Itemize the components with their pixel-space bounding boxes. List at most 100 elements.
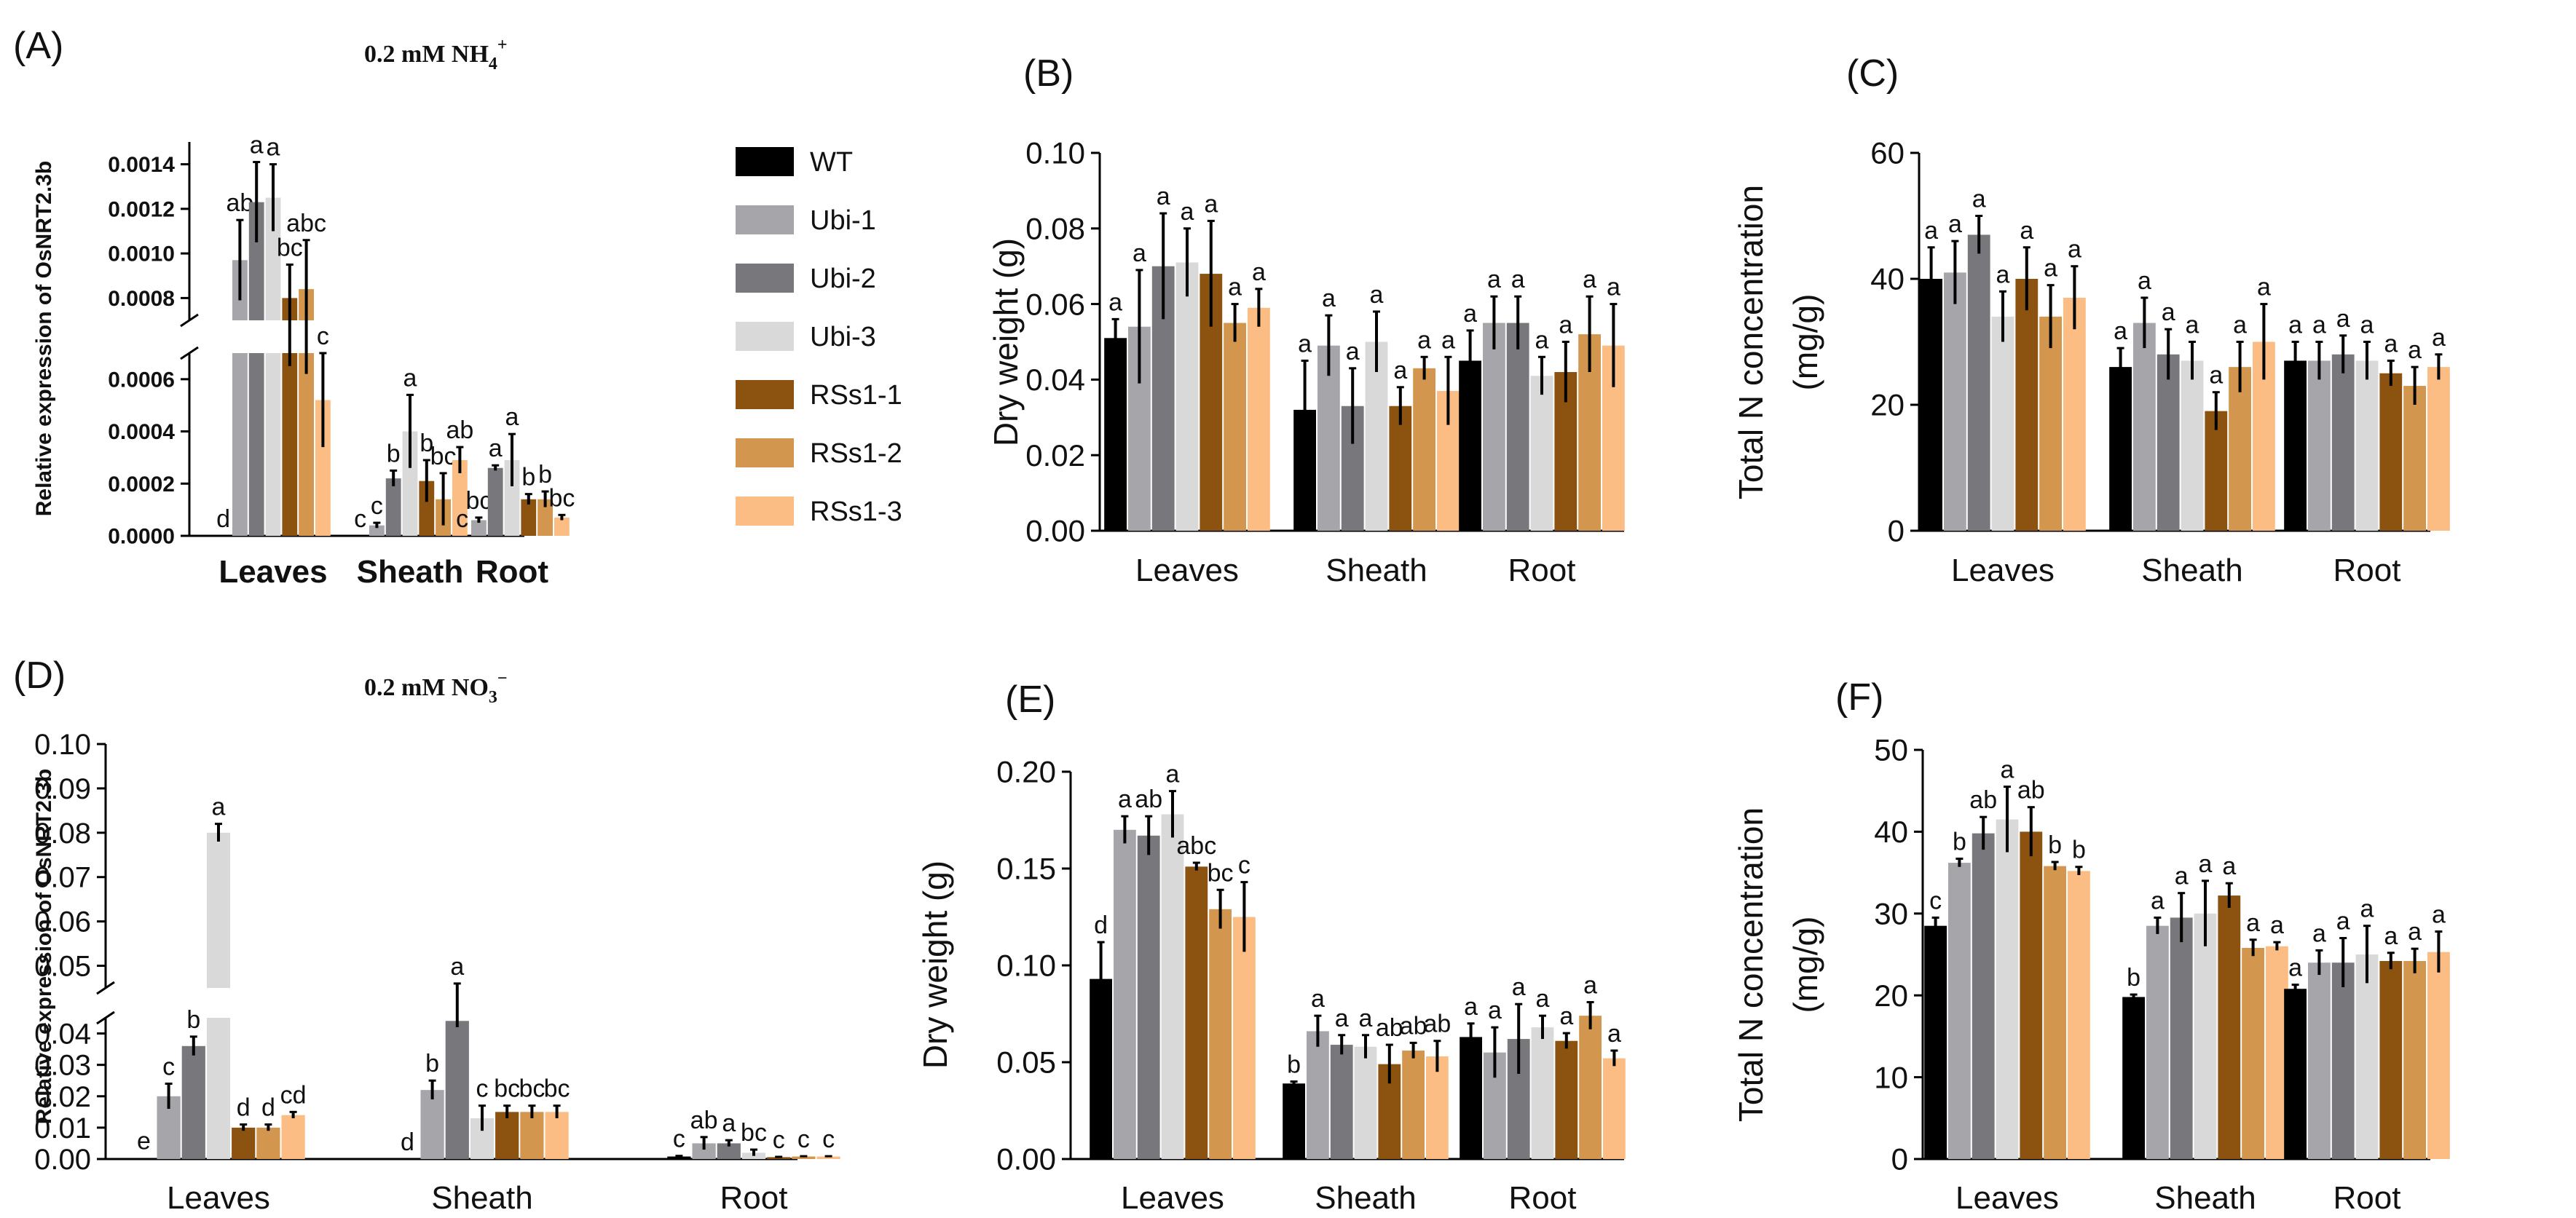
bar: [2284, 989, 2307, 1159]
significance-letter: e: [137, 1128, 151, 1155]
axis-break-mark: [180, 313, 199, 328]
significance-letter: ab: [690, 1107, 718, 1134]
bar: [1175, 262, 1199, 531]
y-tick-label: 0.09: [34, 773, 91, 805]
significance-letter: a: [1359, 1005, 1373, 1032]
bar: [2205, 411, 2228, 531]
significance-letter: c: [822, 1126, 835, 1153]
x-tick-label: Leaves: [218, 554, 327, 590]
y-axis-label: Dry weight (g): [987, 238, 1025, 446]
significance-letter: bc: [1208, 859, 1234, 887]
significance-letter: a: [1370, 281, 1384, 309]
bar: [2020, 831, 2043, 1159]
significance-letter: a: [2257, 274, 2271, 301]
legend-label: RSs1-1: [810, 380, 902, 411]
bar: [232, 1127, 256, 1159]
bar: [419, 481, 435, 536]
bar: [1531, 1027, 1554, 1159]
significance-letter: d: [401, 1128, 414, 1156]
significance-letter: a: [2288, 312, 2302, 339]
significance-letter: a: [1441, 326, 1455, 354]
bar: [2331, 354, 2355, 531]
axis-break-mark: [96, 1011, 115, 1025]
bar: [545, 1112, 569, 1159]
significance-letter: a: [1157, 183, 1170, 210]
significance-letter: c: [1238, 852, 1250, 879]
y-tick-label: 0.04: [1025, 363, 1085, 397]
significance-letter: a: [2233, 312, 2247, 339]
bar: [1579, 1016, 1602, 1159]
significance-letter: ab: [1969, 786, 1997, 814]
legend-swatch: [736, 497, 794, 526]
y-tick-label: 0.0004: [108, 420, 175, 444]
significance-letter: bc: [548, 484, 575, 512]
bar: [1530, 376, 1553, 531]
y-tick-label: 0.03: [34, 1050, 91, 1082]
legend-label: RSs1-3: [810, 497, 902, 527]
bar: [2379, 373, 2403, 531]
significance-letter: c: [797, 1126, 810, 1153]
bar: [792, 1156, 816, 1159]
bar: [767, 1157, 791, 1159]
y-axis-label: Total N concentration: [1732, 807, 1770, 1122]
x-tick-label: Leaves: [167, 1180, 270, 1216]
x-tick-label: Root: [2333, 1180, 2401, 1216]
legend-swatch: [736, 380, 794, 409]
bar: [369, 525, 385, 536]
significance-letter: c: [317, 323, 329, 350]
bar: [2015, 279, 2039, 531]
bar: [2427, 952, 2450, 1159]
bar: [667, 1156, 691, 1159]
x-tick-label: Sheath: [1315, 1180, 1416, 1216]
y-tick-label: 20: [1870, 388, 1905, 422]
bar: [206, 1018, 231, 1159]
bar: [520, 1112, 544, 1159]
y-tick-label: 0.05: [996, 1045, 1056, 1080]
significance-letter: a: [403, 364, 417, 392]
y-tick-label: 0.0000: [108, 525, 175, 549]
x-tick-label: Sheath: [357, 554, 464, 590]
significance-letter: a: [1228, 274, 1242, 301]
significance-letter: a: [2151, 887, 2165, 914]
bar: [181, 1045, 205, 1159]
bar: [2068, 871, 2090, 1159]
y-axis-label: Total N concentration: [1732, 185, 1770, 499]
x-tick-label: Leaves: [1135, 553, 1239, 588]
bar: [132, 1158, 156, 1159]
panel-label: (C): [1846, 52, 1899, 95]
significance-letter: a: [1583, 972, 1597, 1000]
y-tick-label: 0.15: [996, 852, 1056, 886]
significance-letter: b: [521, 464, 535, 491]
bar: [1248, 307, 1270, 531]
bar: [2331, 962, 2355, 1159]
y-tick-label: 40: [1874, 815, 1908, 849]
y-tick-label: 10: [1874, 1060, 1908, 1094]
significance-letter: a: [2199, 850, 2213, 878]
significance-letter: abc: [1176, 832, 1216, 860]
significance-letter: a: [2270, 911, 2284, 939]
significance-letter: c: [773, 1126, 785, 1154]
bar: [487, 467, 503, 536]
bar: [1996, 819, 2019, 1159]
panel-f: (F) Total N concentration (mg/g) 0 10 20 30 40 5…: [1732, 676, 2450, 1216]
y-axis-label: Dry weight (g): [916, 861, 954, 1069]
y-tick-label: 0.10: [996, 949, 1056, 983]
bar: [2242, 948, 2264, 1159]
y-tick-label: 0.02: [1025, 438, 1085, 472]
legend-swatch: [736, 147, 794, 176]
significance-letter: a: [2336, 908, 2350, 936]
significance-letter: ab: [1376, 1014, 1403, 1042]
bar: [1991, 316, 2014, 531]
significance-letter: a: [1133, 240, 1146, 267]
y-tick-label: 0.00: [1025, 514, 1085, 548]
bar: [1483, 323, 1505, 531]
bar: [1224, 323, 1246, 531]
significance-letter: a: [1487, 266, 1501, 293]
significance-letter: a: [2020, 217, 2033, 245]
bar: [282, 353, 298, 536]
bar: [256, 1127, 280, 1159]
significance-letter: a: [2222, 853, 2236, 880]
bar: [1460, 1037, 1482, 1159]
